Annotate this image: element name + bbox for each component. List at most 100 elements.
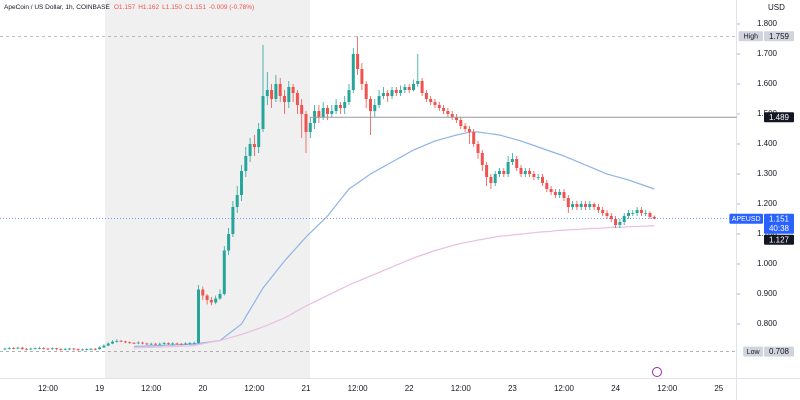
price-tag-name-label: Low [747, 349, 761, 356]
price-tag-name [738, 31, 763, 42]
candle-body [326, 108, 329, 114]
candle-body [214, 298, 218, 303]
candle-body [605, 213, 609, 216]
candle-body [248, 144, 252, 156]
x-tick-label: 20 [198, 384, 207, 393]
candle-body [68, 348, 71, 350]
currency-label: USD [768, 3, 785, 12]
candle-body [274, 84, 278, 99]
candle-body [42, 348, 46, 349]
candle-body [506, 162, 510, 174]
candle-body [115, 340, 119, 342]
candle-body [33, 348, 37, 350]
price-tag-value: 1.489 [769, 113, 790, 122]
candle-body [283, 96, 286, 102]
candle-body [412, 84, 415, 90]
candle-body [287, 87, 291, 102]
candle-body [72, 348, 76, 350]
candle-body [46, 348, 50, 350]
candle-body [424, 93, 428, 99]
candle-body [29, 348, 33, 350]
candle-body [128, 342, 132, 344]
candle-body [446, 111, 450, 114]
candle-body [295, 93, 299, 105]
candle-body [553, 192, 557, 195]
candle-body [278, 84, 282, 96]
candle-body [639, 210, 643, 213]
candle-body [596, 207, 600, 210]
candle-body [16, 347, 20, 349]
candle-body [166, 343, 170, 345]
candle-body [132, 342, 136, 344]
candle-body [614, 219, 618, 225]
candle-body [89, 348, 93, 350]
candle-body [489, 177, 493, 183]
candle-body [588, 204, 592, 207]
candle-body [360, 69, 364, 84]
candle-body [300, 105, 304, 114]
candle-body [545, 183, 549, 189]
candle-body [50, 348, 54, 350]
candle-body [192, 342, 196, 344]
candle-body [59, 349, 63, 350]
ohlc-high: H1.162 [138, 4, 159, 11]
candle-body [270, 90, 274, 99]
candle-body [201, 289, 205, 296]
x-tick-label: 22 [405, 384, 414, 393]
candle-body [257, 129, 261, 147]
x-tick-label: 12:00 [244, 384, 265, 393]
candle-body [235, 195, 239, 207]
candle-body [532, 174, 536, 177]
candle-body [158, 343, 162, 345]
candle-body [334, 105, 338, 111]
candle-body [381, 93, 385, 96]
candle-body [149, 343, 153, 345]
candle-body [635, 210, 639, 213]
candle-body [80, 349, 84, 351]
candle-body [601, 210, 605, 213]
candle-body [291, 87, 295, 93]
candle-body [399, 90, 403, 93]
candle-body [76, 349, 80, 350]
price-tag [764, 31, 794, 42]
candle-body [390, 90, 394, 96]
candle-body [55, 348, 59, 350]
candle-body [510, 159, 514, 162]
price-tag-value: 1.127 [769, 235, 790, 244]
candle-body [584, 204, 587, 207]
y-tick-label: 1.000 [757, 259, 778, 268]
x-tick-label: 12:00 [657, 384, 678, 393]
chart-header: ApeCoin / US Dollar, 1h, COINBASE O1.157 H… [4, 4, 254, 11]
candle-body [592, 204, 596, 207]
x-tick-label: 23 [508, 384, 517, 393]
candle-body [343, 102, 347, 108]
candle-body [523, 171, 527, 174]
price-tag-value: 1.151 [769, 214, 790, 223]
y-tick-label: 0.800 [757, 319, 778, 328]
candle-body [515, 159, 519, 168]
plot-area [0, 35, 737, 352]
candle-body [20, 347, 24, 349]
y-tick-label: 1.400 [757, 139, 778, 148]
ohlc-close: C1.151 [185, 4, 206, 11]
y-tick-label: 1.800 [757, 19, 778, 28]
price-tag [764, 234, 794, 245]
candle-body [377, 96, 381, 105]
symbol: ApeCoin / US Dollar, 1h, COINBASE [4, 4, 111, 11]
ohlc-change: -0.009 (-0.78%) [209, 4, 254, 11]
candle-body [575, 204, 579, 207]
candle-body [188, 343, 192, 344]
x-tick-label: 25 [714, 384, 723, 393]
y-tick-label: 0.900 [757, 289, 778, 298]
candle-body [218, 294, 222, 299]
events-icon[interactable] [652, 367, 662, 377]
candle-body [394, 90, 398, 93]
candle-body [403, 87, 407, 90]
candle-body [184, 343, 188, 345]
candle-body [308, 123, 312, 132]
candle-body [63, 348, 67, 350]
candle-body [549, 189, 553, 192]
candle-body [476, 144, 480, 153]
candle-body [252, 144, 256, 147]
